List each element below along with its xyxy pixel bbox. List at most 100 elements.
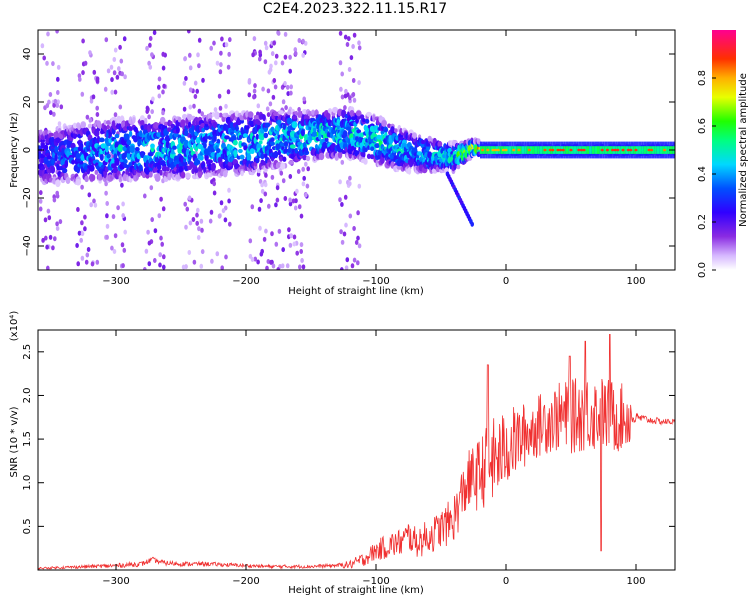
spectrogram-cell bbox=[369, 154, 375, 160]
spectrogram-noise-cell bbox=[293, 205, 298, 211]
spectrogram-noise-cell bbox=[83, 226, 87, 232]
spectrogram-cell bbox=[54, 145, 58, 154]
spectrogram-noise-cell bbox=[159, 235, 163, 241]
spectrogram-peak-cell bbox=[543, 148, 547, 152]
spectrogram-cell bbox=[362, 118, 366, 123]
spectrogram-noise-cell bbox=[264, 228, 268, 234]
spectrogram-noise-cell bbox=[340, 94, 345, 100]
spectrogram-noise-cell bbox=[195, 212, 199, 218]
spectrogram-cell bbox=[294, 147, 298, 154]
spectrogram-noise-cell bbox=[344, 88, 348, 94]
spectrogram-noise-cell bbox=[153, 228, 158, 234]
spectrogram-noise-cell bbox=[105, 213, 109, 219]
spectrogram-cell bbox=[181, 160, 188, 167]
spectrogram-noise-cell bbox=[288, 197, 292, 203]
spectrogram-cell bbox=[65, 176, 71, 184]
spectrogram-noise-cell bbox=[48, 92, 53, 97]
spectrogram-noise-cell bbox=[263, 59, 268, 65]
spectrogram-noise-cell bbox=[161, 110, 165, 116]
spectrogram-cell bbox=[363, 158, 368, 165]
spectrogram-noise-cell bbox=[299, 249, 304, 254]
spectrogram-cell bbox=[337, 150, 343, 159]
spectrogram-noise-cell bbox=[357, 243, 362, 249]
spectrogram-peak-cell bbox=[512, 148, 516, 152]
spectrogram-cell bbox=[103, 125, 108, 133]
snr-y-multiplier: (x10⁴) bbox=[9, 311, 20, 342]
snr-frame bbox=[37, 329, 676, 571]
spectrogram-noise-cell bbox=[270, 51, 275, 57]
spectrogram-noise-cell bbox=[188, 220, 193, 226]
spectrogram-noise-cell bbox=[357, 80, 361, 86]
spectrogram-cell bbox=[292, 115, 297, 120]
spectrogram-noise-cell bbox=[106, 124, 110, 130]
spectrogram-noise-cell bbox=[357, 45, 362, 51]
spectrogram-cell bbox=[412, 132, 417, 139]
spectrogram-noise-cell bbox=[226, 89, 231, 95]
spectrogram-noise-cell bbox=[162, 264, 166, 270]
spectrogram-cell bbox=[307, 110, 313, 117]
spectrogram-noise-cell bbox=[51, 245, 55, 251]
spectrogram-noise-cell bbox=[38, 198, 43, 204]
spectrogram-noise-cell bbox=[264, 45, 269, 51]
spectrogram-cell bbox=[359, 114, 365, 120]
spectrogram-noise-cell bbox=[105, 201, 109, 206]
spectrogram-cell bbox=[277, 149, 281, 156]
spectrogram-noise-cell bbox=[264, 172, 268, 178]
spectrogram-noise-cell bbox=[192, 103, 196, 109]
spectrogram-noise-cell bbox=[266, 259, 271, 264]
spectrogram-noise-cell bbox=[81, 70, 85, 76]
snr-y-tick-label: 1.5 bbox=[22, 431, 33, 447]
spectrogram-noise-cell bbox=[227, 51, 231, 57]
spectrogram-noise-cell bbox=[91, 94, 96, 100]
spectrogram-noise-cell bbox=[260, 182, 264, 188]
spectrogram-cell bbox=[189, 146, 193, 152]
spectrogram-noise-cell bbox=[293, 47, 298, 53]
spectrogram-cell bbox=[64, 159, 69, 168]
spectrogram-cell bbox=[183, 139, 189, 148]
spectrogram-noise-cell bbox=[227, 198, 231, 204]
spectrogram-cell bbox=[380, 156, 385, 164]
spectrogram-cell bbox=[185, 172, 191, 179]
spectrogram-cell bbox=[263, 132, 269, 139]
spectrogram-noise-cell bbox=[104, 190, 108, 196]
spectrogram-noise-cell bbox=[88, 117, 93, 123]
spectrogram-noise-cell bbox=[149, 185, 154, 191]
spectrogram-cell bbox=[212, 121, 218, 129]
spectrogram-x-label: Height of straight line (km) bbox=[288, 286, 424, 297]
spectrogram-noise-cell bbox=[273, 84, 278, 90]
snr-y-tick-label: 1.0 bbox=[22, 475, 33, 491]
spectrogram-noise-cell bbox=[223, 217, 228, 223]
spectrogram-noise-cell bbox=[51, 61, 55, 67]
spectrogram-cell bbox=[238, 134, 242, 140]
spectrogram-noise-cell bbox=[161, 206, 166, 212]
snr-x-tick-label: −100 bbox=[362, 576, 389, 587]
spectrogram-noise-cell bbox=[274, 202, 278, 208]
spectrogram-cell bbox=[71, 159, 76, 165]
spectrogram-noise-cell bbox=[144, 248, 149, 254]
spectrogram-noise-cell bbox=[157, 84, 161, 90]
spectrogram-noise-cell bbox=[49, 110, 53, 116]
spectrogram-peak-cell bbox=[611, 148, 615, 152]
spectrogram-noise-cell bbox=[276, 267, 280, 270]
spectrogram-noise-cell bbox=[78, 76, 82, 82]
spectrogram-noise-cell bbox=[112, 70, 117, 76]
spectrogram-noise-cell bbox=[265, 106, 270, 112]
spectrogram-cell bbox=[363, 148, 368, 153]
spectrogram-cell bbox=[240, 119, 245, 124]
spectrogram-noise-cell bbox=[288, 174, 293, 179]
spectrogram-noise-cell bbox=[212, 181, 216, 187]
spectrogram-noise-cell bbox=[251, 52, 255, 58]
spectrogram-cell bbox=[289, 144, 296, 149]
spectrogram-noise-cell bbox=[349, 55, 354, 61]
spectrogram-noise-cell bbox=[196, 235, 201, 240]
spectrogram-x-tick-label: 100 bbox=[626, 276, 645, 287]
spectrogram-cell bbox=[304, 147, 309, 154]
spectrogram-cell bbox=[270, 141, 275, 146]
spectrogram-cell bbox=[106, 153, 111, 159]
spectrogram-noise-cell bbox=[338, 60, 343, 66]
spectrogram-cell bbox=[387, 123, 392, 129]
spectrogram-noise-cell bbox=[340, 239, 345, 245]
spectrogram-noise-cell bbox=[260, 188, 265, 194]
spectrogram-cell bbox=[324, 137, 329, 143]
